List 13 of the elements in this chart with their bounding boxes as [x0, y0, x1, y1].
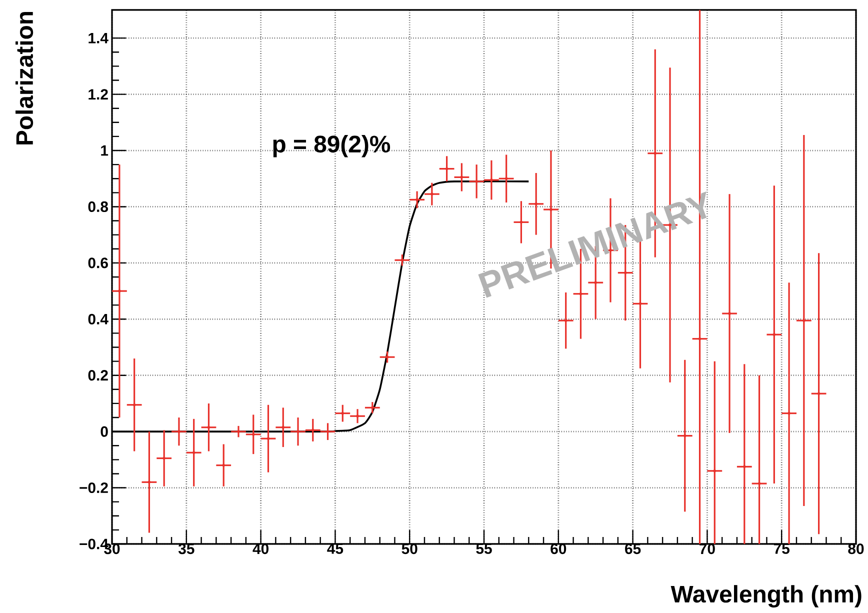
- annotation: p = 89(2)%: [273, 135, 390, 158]
- y-axis-title: Polarization: [16, 12, 34, 144]
- x-tick-label: 80: [848, 544, 864, 554]
- y-tick-label: 0.2: [88, 370, 108, 381]
- y-tick-label: 0.8: [88, 201, 108, 212]
- y-tick-label: 0.4: [88, 314, 108, 324]
- y-tick-label: 1: [101, 145, 108, 156]
- x-axis-title: Wavelength (nm): [670, 585, 862, 608]
- y-tick-label: 1.4: [88, 32, 108, 44]
- y-tick-label: 1.2: [88, 89, 108, 100]
- y-tick-label: 0.6: [88, 258, 108, 268]
- y-tick-label: 0: [100, 426, 108, 437]
- y-tick-label: −0.2: [80, 482, 108, 494]
